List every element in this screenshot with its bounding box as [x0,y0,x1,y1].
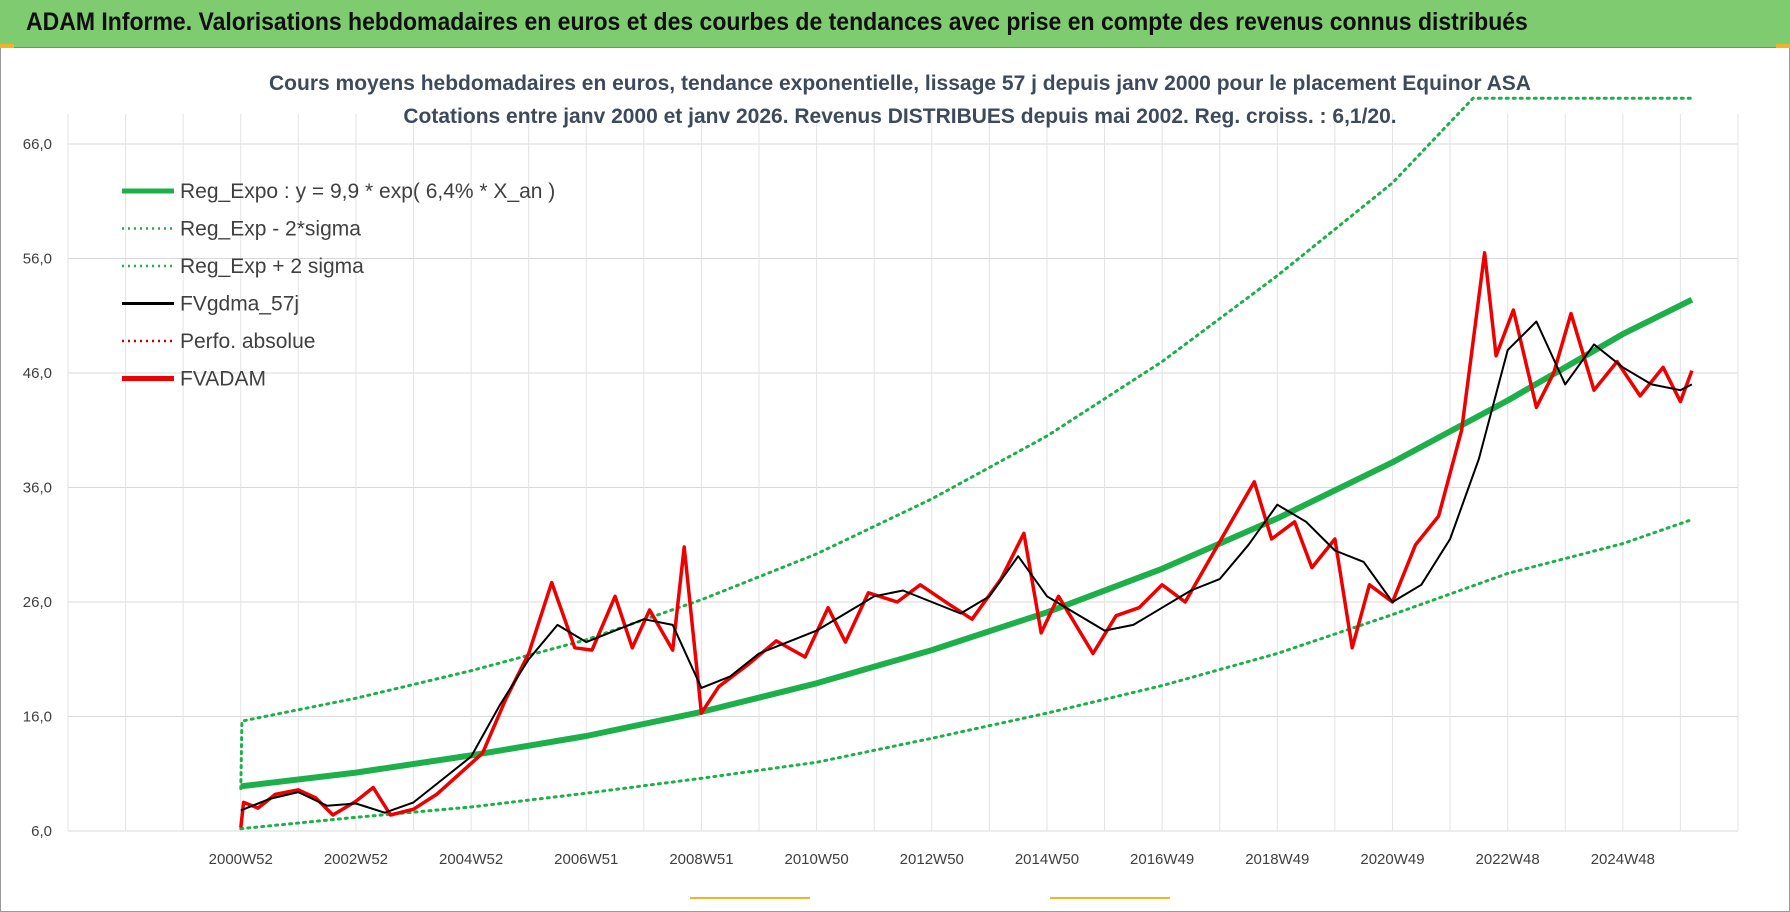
x-tick-label: 2024W48 [1591,851,1655,868]
y-tick-label: 26,0 [23,594,52,611]
legend-label: Reg_Exp - 2*sigma [180,218,361,241]
legend-label: FVADAM [180,368,266,391]
chart-title-line-2: Cotations entre janv 2000 et janv 2026. … [403,105,1397,128]
x-tick-label: 2002W52 [324,851,388,868]
legend-label: Perfo. absolue [180,330,315,353]
x-tick-label: 2006W51 [554,851,618,868]
y-tick-label: 16,0 [23,709,52,726]
price-line [239,251,1694,828]
x-tick-label: 2014W50 [1015,851,1079,868]
y-tick-label: 66,0 [23,136,52,153]
y-tick-label: 6,0 [31,823,52,840]
report-banner: ADAM Informe. Valorisations hebdomadaire… [0,0,1790,48]
upper-band-line [239,96,1694,791]
chart-title-line-1: Cours moyens hebdomadaires en euros, ten… [269,72,1531,95]
corner-mark-top-left [0,44,14,48]
x-tick-label: 2010W50 [785,851,849,868]
lower-band-line [239,518,1694,831]
legend-label: Reg_Exp + 2 sigma [180,255,364,278]
x-tick-label: 2018W49 [1245,851,1309,868]
corner-mark-top-right [1776,44,1790,48]
y-tick-label: 56,0 [23,251,52,268]
x-tick-label: 2004W52 [439,851,503,868]
y-tick-label: 46,0 [23,365,52,382]
x-tick-label: 2022W48 [1476,851,1540,868]
trend-line [240,297,1694,790]
x-tick-label: 2000W52 [209,851,273,868]
x-tick-label: 2012W50 [900,851,964,868]
corner-mark-bottom-left [690,897,810,899]
legend-label: FVgdma_57j [180,293,299,316]
report-title: ADAM Informe. Valorisations hebdomadaire… [26,8,1528,36]
x-tick-label: 2016W49 [1130,851,1194,868]
x-tick-label: 2020W49 [1360,851,1424,868]
y-tick-label: 36,0 [23,480,52,497]
x-tick-label: 2008W51 [669,851,733,868]
legend-label: Reg_Expo : y = 9,9 * exp( 6,4% * X_an ) [180,180,555,203]
smoothed-line [240,320,1693,814]
corner-mark-bottom-right [1050,897,1170,899]
